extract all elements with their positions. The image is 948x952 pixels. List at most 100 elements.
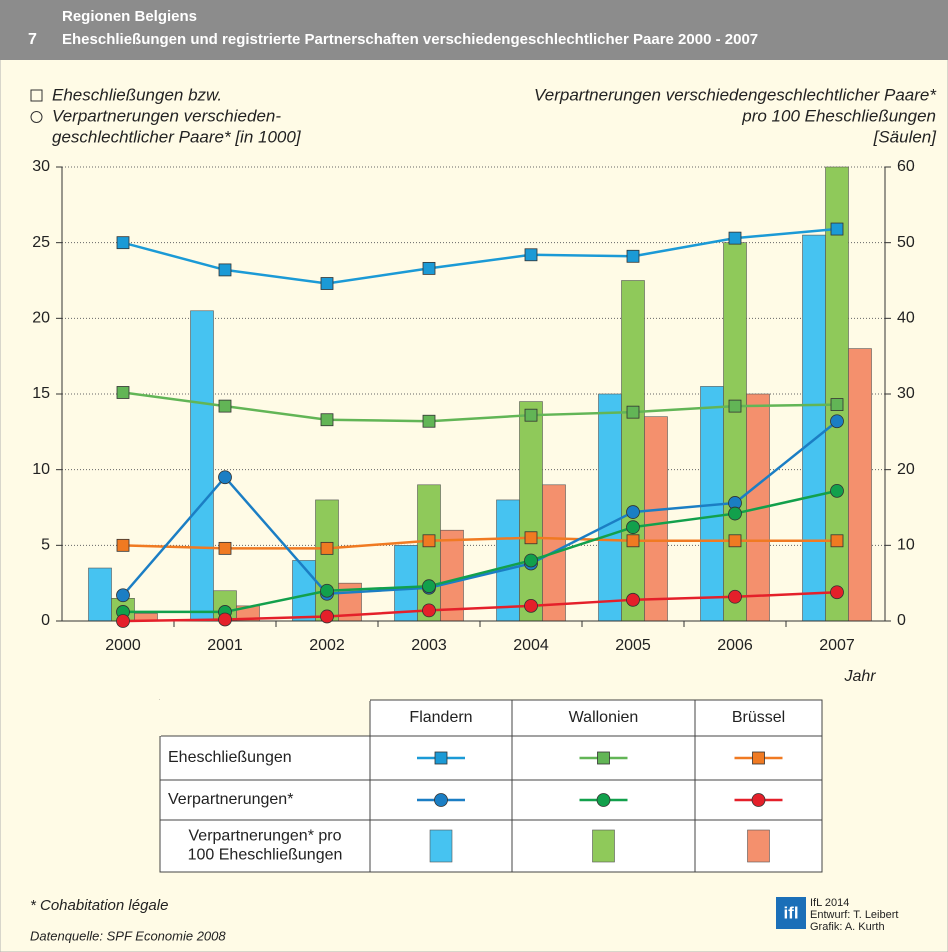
point bbox=[626, 592, 640, 607]
legend-column-header: Brüssel bbox=[732, 709, 785, 726]
x-tick-label: 2002 bbox=[309, 637, 345, 654]
source: Datenquelle: SPF Economie 2008 bbox=[30, 928, 226, 943]
legend-marker bbox=[597, 751, 610, 765]
footnote: * Cohabitation légale bbox=[30, 897, 168, 914]
x-tick-label: 2000 bbox=[105, 637, 141, 654]
bar bbox=[644, 416, 668, 622]
point bbox=[116, 614, 130, 628]
legend-swatch bbox=[592, 829, 615, 863]
x-tick-label: 2007 bbox=[819, 637, 855, 654]
y-axis-label: geschlechtlicher Paare* [in 1000] bbox=[52, 127, 302, 146]
legend-square-icon bbox=[30, 89, 43, 102]
point bbox=[626, 249, 640, 263]
bar bbox=[848, 348, 872, 622]
credit: IfL 2014 bbox=[810, 897, 849, 909]
y-tick-label: 5 bbox=[41, 537, 50, 554]
y2-tick-label: 10 bbox=[897, 537, 915, 554]
y-axis-label: Eheschließungen bzw. bbox=[52, 85, 222, 104]
point bbox=[626, 520, 640, 535]
point bbox=[218, 612, 232, 627]
point bbox=[728, 589, 742, 604]
point bbox=[320, 541, 334, 555]
legend-table-header-blank bbox=[160, 700, 370, 736]
header-band bbox=[0, 0, 948, 60]
bar bbox=[190, 310, 214, 622]
legend-marker bbox=[434, 793, 448, 807]
point bbox=[116, 538, 130, 552]
legend-column-header: Flandern bbox=[409, 709, 472, 726]
x-tick-label: 2004 bbox=[513, 637, 549, 654]
point bbox=[422, 414, 436, 428]
line bbox=[122, 536, 837, 550]
point bbox=[728, 506, 742, 521]
credit: Entwurf: T. Leibert bbox=[810, 909, 898, 921]
line bbox=[122, 391, 838, 423]
x-axis-label: Jahr bbox=[843, 668, 876, 685]
point bbox=[422, 261, 436, 275]
y-tick-label: 25 bbox=[32, 234, 50, 251]
bar bbox=[440, 529, 464, 622]
point bbox=[626, 505, 640, 519]
y-tick-label: 10 bbox=[32, 461, 50, 478]
y2-tick-label: 40 bbox=[897, 310, 915, 327]
line bbox=[123, 489, 838, 614]
point bbox=[830, 585, 844, 600]
header-title: Regionen Belgiens bbox=[62, 8, 197, 25]
point bbox=[320, 277, 334, 290]
legend-row-label: Verpartnerungen* bbox=[168, 791, 293, 808]
legend-swatch bbox=[429, 829, 453, 863]
bar bbox=[292, 560, 316, 622]
header-number: 7 bbox=[28, 31, 37, 48]
x-tick-label: 2006 bbox=[717, 637, 753, 654]
y-tick-label: 15 bbox=[32, 385, 50, 402]
point bbox=[830, 534, 844, 548]
y-tick-label: 0 bbox=[41, 612, 50, 629]
point bbox=[320, 609, 334, 624]
header-subtitle: Eheschließungen und registrierte Partner… bbox=[62, 31, 758, 48]
y-axis-label: Verpartnerungen verschieden- bbox=[52, 106, 281, 125]
point bbox=[524, 408, 538, 422]
bar bbox=[621, 280, 645, 622]
line bbox=[122, 227, 838, 285]
point bbox=[524, 531, 538, 545]
y2-tick-label: 0 bbox=[897, 612, 906, 629]
y2-tick-label: 30 bbox=[897, 385, 915, 402]
point bbox=[830, 483, 844, 498]
bar bbox=[519, 401, 543, 622]
y2-tick-label: 20 bbox=[897, 461, 915, 478]
legend-marker bbox=[434, 751, 448, 765]
point bbox=[422, 579, 436, 594]
legend-row-label: Verpartnerungen* pro bbox=[189, 828, 342, 845]
bar bbox=[802, 234, 826, 622]
legend-marker bbox=[596, 793, 611, 807]
point bbox=[116, 386, 130, 399]
x-tick-label: 2001 bbox=[207, 637, 243, 654]
point bbox=[626, 534, 640, 548]
y2-axis-label: Verpartnerungen verschiedengeschlechtlic… bbox=[534, 85, 937, 104]
point bbox=[320, 413, 334, 427]
legend-marker bbox=[752, 751, 765, 765]
x-tick-label: 2005 bbox=[615, 637, 651, 654]
point bbox=[830, 414, 844, 429]
legend-swatch bbox=[747, 829, 770, 863]
bar bbox=[417, 484, 441, 622]
point bbox=[728, 399, 742, 413]
point bbox=[422, 603, 436, 618]
point bbox=[320, 583, 334, 598]
legend-marker bbox=[751, 793, 766, 807]
y2-axis-label: pro 100 Eheschließungen bbox=[741, 106, 936, 125]
bar bbox=[315, 499, 339, 622]
point bbox=[728, 534, 742, 548]
legend-circle-icon bbox=[30, 111, 43, 123]
point bbox=[524, 598, 538, 613]
y2-tick-label: 50 bbox=[897, 234, 915, 251]
point bbox=[116, 588, 130, 603]
logo: ifl bbox=[783, 903, 798, 922]
point bbox=[422, 534, 436, 548]
point bbox=[218, 263, 232, 277]
logo-box bbox=[776, 897, 806, 929]
bar bbox=[723, 242, 747, 622]
legend-row-label: 100 Eheschließungen bbox=[188, 847, 343, 864]
point bbox=[116, 236, 130, 250]
